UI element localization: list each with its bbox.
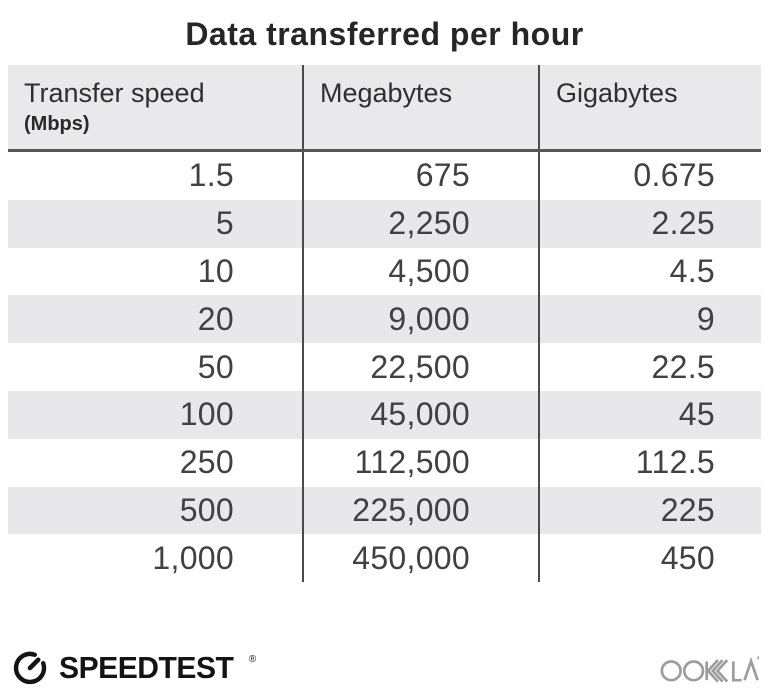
table-body: 1.5 675 0.675 5 2,250 2.25 10 4,500 4.5 20 9,000 9 5… [8, 152, 761, 583]
table-cell: 45 [538, 390, 761, 439]
table-row: 20 9,000 9 [8, 295, 761, 344]
speedtest-logo: SPEEDTEST ® [10, 648, 257, 688]
column-header-megabytes: Megabytes [302, 65, 538, 149]
footer: SPEEDTEST ® OOKLA [10, 648, 759, 688]
table-row: 100 45,000 45 [8, 390, 761, 439]
gauge-icon [10, 648, 50, 688]
ookla-wordmark: OOKLA [660, 654, 759, 683]
table-row: 250 112,500 112.5 [8, 438, 761, 487]
column-header-gigabytes: Gigabytes [538, 65, 761, 149]
table-cell: 22.5 [538, 343, 761, 391]
table-cell: 2,250 [302, 199, 538, 248]
column-header-transfer-speed: Transfer speed (Mbps) [8, 65, 302, 149]
table-row: 5 2,250 2.25 [8, 199, 761, 248]
table-row: 10 4,500 4.5 [8, 247, 761, 296]
registered-trademark-icon: ® [248, 653, 257, 665]
table-cell: 100 [179, 396, 234, 433]
table-row: 50 22,500 22.5 [8, 343, 761, 391]
table-row: 1,000 450,000 450 [8, 534, 761, 583]
table-cell: 45,000 [302, 390, 538, 439]
table-cell: 225,000 [302, 486, 538, 535]
table-cell: 2.25 [538, 199, 761, 248]
table-cell: 1.5 [188, 157, 234, 194]
ookla-logo: OOKLA [660, 654, 759, 683]
table-cell: 675 [302, 152, 538, 200]
column-header-unit: (Mbps) [24, 113, 90, 135]
page-title: Data transferred per hour [185, 16, 584, 52]
table-row: 500 225,000 225 [8, 486, 761, 535]
table-cell: 4,500 [302, 247, 538, 296]
table-header-row: Transfer speed (Mbps) Megabytes Gigabyte… [8, 65, 761, 152]
table-cell: 112,500 [302, 438, 538, 487]
table-cell: 9,000 [302, 295, 538, 344]
table-cell: 450,000 [302, 534, 538, 583]
table-cell: 5 [215, 205, 234, 242]
table-row: 1.5 675 0.675 [8, 152, 761, 200]
table-cell: 22,500 [302, 343, 538, 391]
data-table: Transfer speed (Mbps) Megabytes Gigabyte… [8, 65, 761, 583]
table-cell: 4.5 [538, 247, 761, 296]
table-cell: 20 [197, 300, 234, 337]
table-cell: 1,000 [152, 539, 234, 576]
table-cell: 9 [538, 295, 761, 344]
table-cell: 10 [197, 252, 234, 289]
table-cell: 112.5 [538, 438, 761, 487]
speedtest-wordmark: SPEEDTEST [59, 650, 234, 685]
table-cell: 0.675 [538, 152, 761, 200]
table-cell: 50 [197, 348, 234, 385]
table-cell: 500 [179, 491, 234, 528]
table-cell: 250 [179, 444, 234, 481]
column-header-label: Transfer speed [24, 78, 205, 108]
table-cell: 225 [538, 486, 761, 535]
table-cell: 450 [538, 534, 761, 583]
